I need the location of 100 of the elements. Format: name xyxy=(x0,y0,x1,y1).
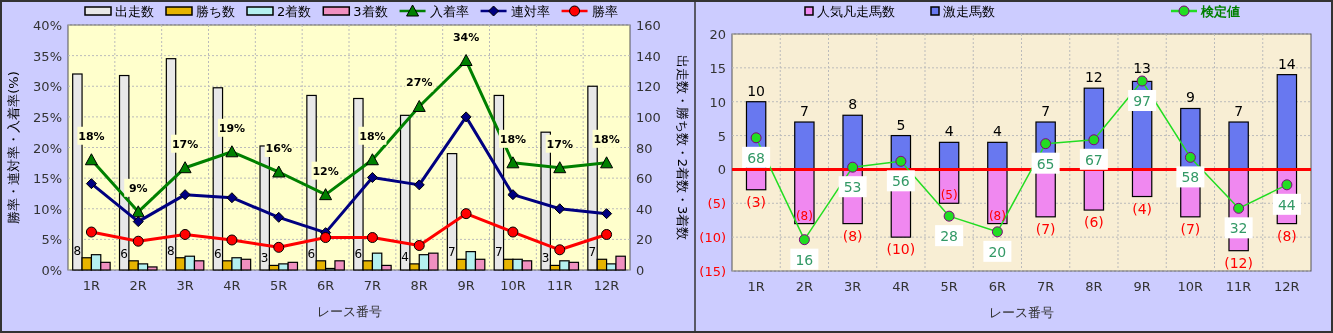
legend-label: 2着数 xyxy=(277,4,312,19)
x-tick-label: 7R xyxy=(1036,279,1055,294)
point xyxy=(459,54,473,67)
point xyxy=(554,203,566,215)
data-label: 7 xyxy=(494,245,503,260)
data-label: 68 xyxy=(747,149,766,166)
data-label: 12% xyxy=(312,164,339,178)
y2-tick-label: 120 xyxy=(636,79,661,95)
data-label: 53 xyxy=(843,179,862,196)
point xyxy=(601,208,613,220)
point xyxy=(1281,179,1293,191)
data-label: (3) xyxy=(746,193,767,210)
data-label: 20 xyxy=(988,243,1007,260)
data-label: 17% xyxy=(546,137,573,151)
data-label: (6) xyxy=(1083,214,1104,231)
y-tick-label: 0% xyxy=(41,263,62,278)
point xyxy=(601,228,613,240)
data-label: 7 xyxy=(1234,103,1244,120)
data-label: 34% xyxy=(452,30,480,44)
point xyxy=(413,240,425,251)
y-tick-label: (15) xyxy=(699,264,726,279)
y-tick-label: 0 xyxy=(717,162,726,178)
y-tick-label: 15 xyxy=(709,60,726,76)
point xyxy=(226,192,238,204)
data-label: 19% xyxy=(218,121,246,135)
y2-tick-label: 160 xyxy=(636,18,661,33)
bar xyxy=(1228,121,1249,171)
data-label: 67 xyxy=(1084,151,1103,168)
point xyxy=(943,210,955,222)
x-tick-label: 5R xyxy=(270,278,288,293)
point xyxy=(798,234,810,246)
data-label: 7 xyxy=(448,245,456,260)
point xyxy=(85,226,97,238)
data-label: 4 xyxy=(944,123,954,140)
point xyxy=(272,165,286,178)
point xyxy=(132,216,144,228)
data-label: 5 xyxy=(896,116,906,133)
bar xyxy=(938,141,960,171)
y2-tick-label: 0 xyxy=(636,263,645,278)
data-label: (10) xyxy=(886,241,916,258)
data-label: 17% xyxy=(171,137,199,151)
data-label: 6 xyxy=(120,246,128,261)
y-tick-label: 10% xyxy=(33,201,62,217)
point xyxy=(412,99,426,112)
y-tick-label: 10 xyxy=(709,94,726,110)
point xyxy=(225,145,239,158)
x-tick-label: 3R xyxy=(176,278,194,293)
data-label: 13 xyxy=(1133,60,1152,77)
data-label: (8) xyxy=(988,208,1006,223)
x-tick-label: 11R xyxy=(1225,279,1252,294)
data-label: 97 xyxy=(1133,93,1152,110)
point xyxy=(273,211,285,223)
x-tick-label: 8R xyxy=(1085,279,1103,294)
point xyxy=(132,235,144,247)
y-tick-label: 30% xyxy=(33,79,62,95)
x-tick-label: 1R xyxy=(82,278,101,293)
data-label: 28 xyxy=(940,228,959,245)
data-label: 32 xyxy=(1229,220,1248,237)
data-label: 8 xyxy=(167,243,175,258)
data-label: 18% xyxy=(78,129,105,143)
point xyxy=(131,205,145,218)
data-label: 14 xyxy=(1277,55,1296,72)
x-tick-label: 2R xyxy=(795,279,814,294)
data-label: 4 xyxy=(992,123,1002,140)
legend-label: 連対率 xyxy=(510,4,550,19)
legend-label: 出走数 xyxy=(115,4,154,19)
data-label: 10 xyxy=(747,82,766,99)
y2-tick-label: 40 xyxy=(636,201,653,217)
point xyxy=(179,189,191,201)
point xyxy=(1136,75,1148,87)
x-axis-title: レース番号 xyxy=(989,305,1054,320)
x-tick-label: 4R xyxy=(223,278,241,293)
point xyxy=(226,234,238,246)
data-label: 18% xyxy=(499,132,527,146)
x-tick-label: 6R xyxy=(988,279,1007,294)
x-tick-label: 7R xyxy=(363,278,382,293)
point xyxy=(1184,151,1196,163)
point xyxy=(507,189,519,201)
point xyxy=(319,188,333,201)
point xyxy=(506,156,520,169)
y2-tick-label: 60 xyxy=(636,171,653,187)
data-label: (12) xyxy=(1224,254,1253,271)
legend-label: 入着率 xyxy=(429,4,469,19)
data-label: 7 xyxy=(588,245,597,260)
point xyxy=(554,244,566,256)
x-tick-label: 12R xyxy=(593,278,620,293)
data-label: 6 xyxy=(213,246,222,261)
y-tick-label: 20% xyxy=(33,140,62,156)
point xyxy=(1088,134,1100,146)
y-tick-label: 40% xyxy=(33,18,62,33)
data-label: 3 xyxy=(541,251,550,266)
data-label: 8 xyxy=(73,243,82,258)
point xyxy=(320,232,332,244)
y-axis-title: 勝率・連対率・入着率(%) xyxy=(6,71,21,224)
bar xyxy=(1276,74,1298,171)
data-label: (4) xyxy=(1132,200,1153,217)
data-label: 4 xyxy=(401,249,409,264)
data-label: 3 xyxy=(260,251,269,266)
point xyxy=(273,241,285,253)
x-tick-label: 1R xyxy=(747,279,765,294)
